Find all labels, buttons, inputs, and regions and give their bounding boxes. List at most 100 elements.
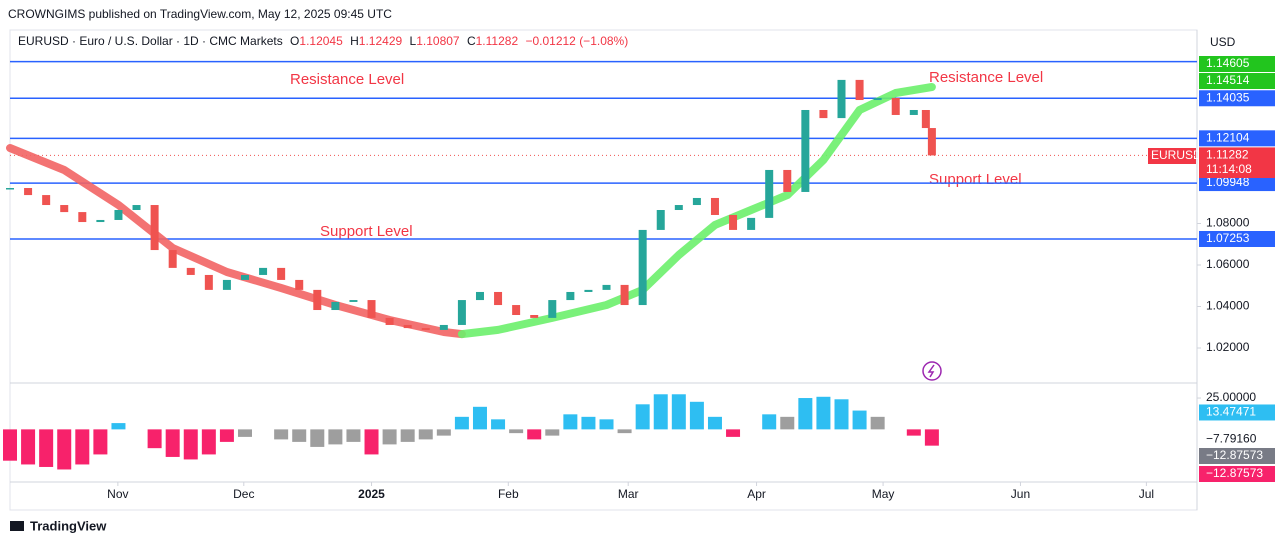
candle-body: [692, 197, 701, 206]
countdown: 11:14:08: [1206, 162, 1252, 176]
c-value: 1.11282: [476, 34, 519, 48]
symbol: EURUSD · Euro / U.S. Dollar · 1D · CMC M…: [18, 34, 283, 48]
candle-body: [837, 79, 846, 119]
osc-label: −12.87573: [1206, 448, 1263, 462]
histogram-bar: [599, 419, 614, 430]
x-tick-label: Mar: [618, 487, 639, 501]
o-label: O: [290, 34, 299, 48]
histogram-bar: [364, 429, 379, 455]
candle-body: [891, 97, 900, 115]
histogram-bar: [581, 416, 596, 430]
histogram-bar: [93, 429, 108, 455]
osc-label: 13.47471: [1206, 405, 1256, 419]
osc-label: −12.87573: [1206, 466, 1263, 480]
candle-body: [367, 300, 376, 318]
change: −0.01212 (−1.08%): [525, 34, 628, 48]
candle-body: [168, 250, 177, 268]
candle-body: [24, 188, 33, 196]
candle-body: [222, 279, 231, 290]
level-label-box: [1199, 230, 1275, 247]
l-label: L: [410, 34, 417, 48]
candle-body: [729, 214, 738, 230]
candle-body: [331, 301, 340, 311]
y-tick-label: 1.06000: [1206, 257, 1250, 271]
alert-icon[interactable]: [922, 361, 942, 381]
candle-body: [96, 219, 105, 223]
candle-body: [620, 284, 629, 306]
candle-body: [656, 210, 665, 230]
histogram-bar: [201, 429, 216, 455]
price-label-box: [1199, 56, 1275, 72]
level-label-box: [1199, 130, 1275, 147]
candle-body: [313, 289, 322, 311]
histogram-bar: [726, 429, 741, 437]
candle-body: [204, 274, 213, 290]
histogram-bar: [472, 406, 487, 430]
histogram-bar: [762, 414, 777, 430]
footer: TradingView: [30, 518, 107, 533]
countdown-box: [1199, 163, 1275, 178]
histogram-bar: [3, 429, 17, 461]
histogram-bar: [906, 429, 921, 436]
candle-body: [801, 109, 810, 192]
candle-body: [530, 315, 539, 318]
candle-body: [566, 291, 575, 301]
o-value: 1.12045: [299, 34, 343, 48]
candle-body: [439, 324, 448, 330]
candle-body: [277, 267, 286, 280]
candle-body: [78, 212, 87, 223]
price-label: 1.14514: [1206, 73, 1250, 87]
histogram-bar: [689, 401, 704, 430]
candle-body: [403, 324, 412, 329]
h-label: H: [350, 34, 359, 48]
histogram-bar: [111, 423, 126, 430]
level-label: 1.09948: [1206, 175, 1250, 189]
histogram-bar: [328, 429, 343, 445]
osc-label: −7.79160: [1206, 431, 1257, 445]
candle-body: [747, 217, 756, 230]
l-value: 1.10807: [416, 34, 460, 48]
osc-label-box: [1199, 466, 1275, 482]
histogram-bar: [653, 394, 668, 430]
y-tick-label: 1.04000: [1206, 299, 1250, 313]
y-tick-label: 1.02000: [1206, 340, 1250, 354]
osc-label-box: [1199, 404, 1275, 421]
histogram-bar: [834, 399, 849, 430]
candle-body: [60, 205, 69, 213]
osc-label-box: [1199, 448, 1275, 464]
candle-body: [421, 328, 430, 330]
candle-body: [240, 274, 249, 280]
histogram-bar: [671, 394, 686, 430]
histogram-bar: [707, 416, 722, 430]
histogram-bar: [545, 429, 560, 436]
h-value: 1.12429: [359, 34, 403, 48]
moving-average: [6, 144, 466, 339]
candle-body: [295, 279, 304, 290]
candle-body: [150, 205, 159, 251]
candle-body: [602, 284, 611, 290]
annotation: Resistance Level: [290, 71, 404, 88]
candle-body: [927, 128, 936, 156]
alert-icon-bolt: [927, 364, 935, 378]
level-label: 1.14035: [1206, 90, 1250, 104]
candle-body: [674, 205, 683, 211]
histogram-bar: [183, 429, 198, 460]
x-tick-label: 2025: [358, 487, 385, 501]
histogram-bar: [635, 404, 650, 430]
candle-body: [512, 305, 521, 316]
level-label: 1.12104: [1206, 131, 1250, 145]
candle-body: [132, 205, 141, 211]
price-label: 1.14605: [1206, 56, 1250, 70]
histogram-bar: [346, 429, 361, 442]
histogram-bar: [780, 416, 795, 430]
x-tick-label: Dec: [233, 487, 254, 501]
histogram-bar: [400, 429, 415, 442]
currency[interactable]: USD: [1210, 35, 1236, 49]
x-tick-label: Jul: [1139, 487, 1154, 501]
annotation: Resistance Level: [929, 69, 1043, 86]
histogram-bar: [382, 429, 397, 445]
candle-body: [494, 291, 503, 306]
candle-body: [855, 79, 864, 101]
candle-body: [909, 109, 918, 115]
